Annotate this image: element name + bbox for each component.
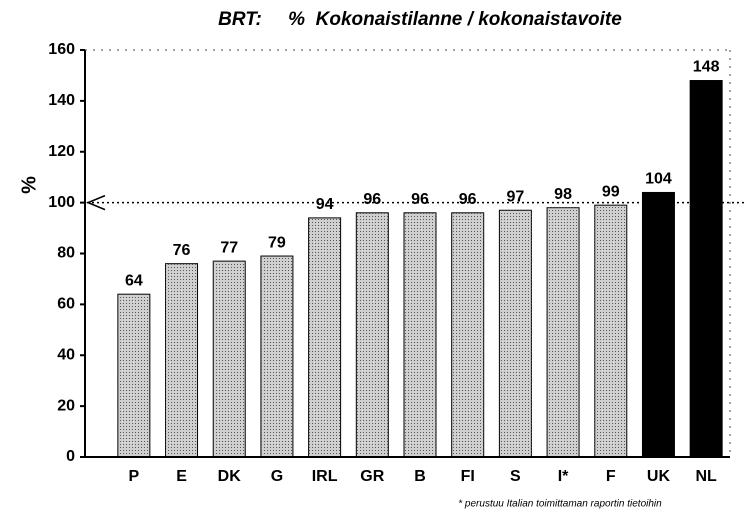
value-label: 96 bbox=[411, 191, 429, 208]
y-tick-label: 160 bbox=[48, 41, 75, 58]
x-tick-label: I* bbox=[558, 468, 569, 485]
reference-arrow bbox=[86, 194, 106, 211]
bar-texture bbox=[404, 212, 436, 457]
x-tick-label: DK bbox=[218, 468, 242, 485]
bar bbox=[641, 191, 675, 458]
bar-texture bbox=[213, 261, 246, 457]
y-axis-label: % bbox=[18, 176, 40, 194]
value-label: 97 bbox=[506, 188, 524, 205]
bar-texture bbox=[451, 212, 484, 457]
x-tick-label: P bbox=[129, 468, 140, 485]
x-tick-label: E bbox=[176, 468, 187, 485]
bar-texture bbox=[356, 212, 389, 457]
value-label: 148 bbox=[693, 59, 720, 76]
bar-texture bbox=[308, 217, 341, 457]
bar-texture bbox=[117, 294, 150, 457]
value-label: 76 bbox=[173, 242, 191, 259]
bar-texture bbox=[260, 256, 293, 457]
x-tick-label: IRL bbox=[312, 468, 338, 485]
value-label: 98 bbox=[554, 186, 572, 203]
value-label: 94 bbox=[316, 196, 334, 213]
y-tick-label: 80 bbox=[57, 245, 75, 262]
x-tick-label: GR bbox=[360, 468, 384, 485]
value-label: 104 bbox=[645, 171, 672, 188]
y-tick-label: 60 bbox=[57, 296, 75, 313]
bar-texture bbox=[499, 210, 532, 457]
value-label: 99 bbox=[602, 183, 620, 200]
x-tick-label: G bbox=[271, 468, 283, 485]
y-tick-label: 40 bbox=[57, 346, 75, 363]
value-label: 96 bbox=[459, 191, 477, 208]
y-tick-label: 20 bbox=[57, 397, 75, 414]
bar-texture bbox=[547, 207, 580, 457]
y-tick-label: 140 bbox=[48, 92, 75, 109]
chart-title: BRT: % Kokonaistilanne / kokonaistavoite bbox=[218, 9, 622, 30]
y-tick-label: 120 bbox=[48, 143, 75, 160]
value-label: 64 bbox=[125, 272, 143, 289]
bar-texture bbox=[594, 205, 627, 457]
x-tick-label: B bbox=[414, 468, 426, 485]
value-label: 96 bbox=[363, 191, 381, 208]
value-label: 79 bbox=[268, 234, 286, 251]
x-tick-label: S bbox=[510, 468, 521, 485]
footnote: * perustuu Italian toimittaman raportin … bbox=[458, 499, 662, 510]
bar-texture bbox=[165, 263, 198, 457]
y-tick-label: 100 bbox=[48, 194, 75, 211]
x-tick-label: UK bbox=[647, 468, 671, 485]
x-tick-label: F bbox=[606, 468, 616, 485]
x-tick-label: NL bbox=[695, 468, 717, 485]
value-label: 77 bbox=[220, 239, 238, 256]
bar bbox=[689, 80, 723, 458]
y-tick-label: 0 bbox=[66, 448, 75, 465]
x-tick-label: FI bbox=[461, 468, 475, 485]
